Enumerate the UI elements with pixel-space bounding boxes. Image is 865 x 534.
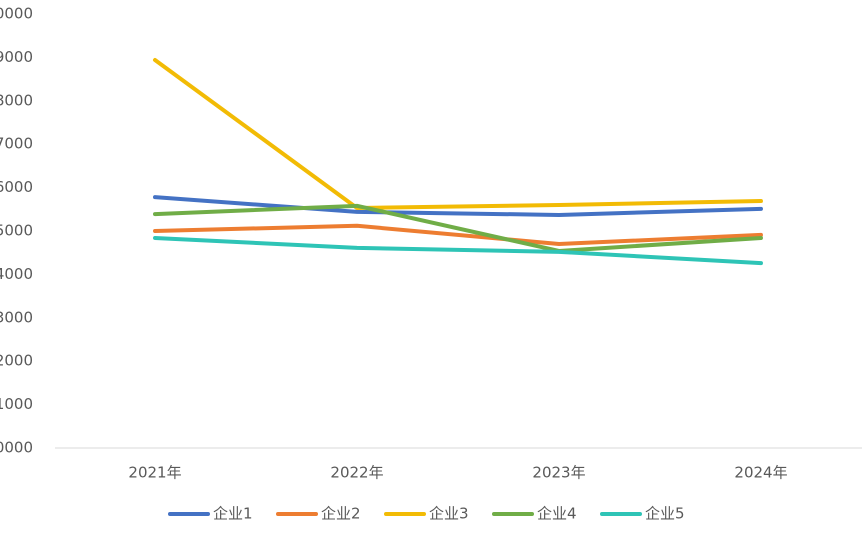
y-tick-label: 20000 — [0, 5, 33, 23]
series-line — [153, 223, 763, 247]
series-line — [153, 203, 763, 253]
series-line — [153, 235, 763, 266]
y-tick-label: 18000 — [0, 91, 33, 109]
y-tick-label: 17000 — [0, 135, 33, 153]
y-tick-label: 10000 — [0, 439, 33, 457]
y-tick-label: 15000 — [0, 222, 33, 240]
x-tick-label: 2024年 — [734, 464, 787, 482]
legend-label: 企业5 — [645, 505, 685, 523]
legend-label: 企业2 — [321, 505, 361, 523]
series-line — [153, 58, 763, 210]
legend-label: 企业3 — [429, 505, 469, 523]
y-tick-label: 16000 — [0, 178, 33, 196]
legend-label: 企业1 — [213, 505, 253, 523]
y-tick-label: 13000 — [0, 308, 33, 326]
y-tick-label: 11000 — [0, 395, 33, 413]
x-tick-label: 2023年 — [532, 464, 585, 482]
legend-label: 企业4 — [537, 505, 577, 523]
x-tick-label: 2021年 — [128, 464, 181, 482]
series-line — [153, 195, 763, 217]
y-tick-label: 12000 — [0, 352, 33, 370]
x-tick-label: 2022年 — [330, 464, 383, 482]
y-tick-label: 19000 — [0, 48, 33, 66]
y-tick-label: 14000 — [0, 265, 33, 283]
